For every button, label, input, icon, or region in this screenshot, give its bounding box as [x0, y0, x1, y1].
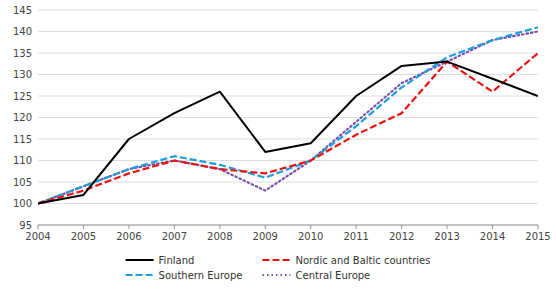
series-line [38, 27, 538, 203]
x-tick [265, 225, 266, 229]
y-tick-label: 95 [19, 220, 32, 231]
x-tick [83, 225, 84, 229]
y-tick-label: 105 [13, 177, 32, 188]
x-tick [401, 225, 402, 229]
y-tick-label: 135 [13, 48, 32, 59]
grid-line [38, 117, 538, 118]
series-line [38, 62, 538, 204]
y-tick-label: 145 [13, 5, 32, 16]
legend-item: Central Europe [263, 270, 371, 281]
x-tick-label: 2015 [525, 231, 550, 242]
legend-swatch [126, 274, 154, 276]
x-tick-label: 2007 [162, 231, 187, 242]
y-tick-label: 140 [13, 26, 32, 37]
y-tick-label: 110 [13, 155, 32, 166]
series-line [38, 53, 538, 204]
x-tick [538, 225, 539, 229]
x-tick [38, 225, 39, 229]
x-tick [492, 225, 493, 229]
legend-item: Finland [126, 255, 195, 266]
chart: 95 100 105 110 115 120 125 130 135 140 145 2004 2005… [0, 0, 556, 289]
x-tick-label: 2012 [389, 231, 414, 242]
lines [38, 27, 538, 203]
x-tick-label: 2014 [480, 231, 505, 242]
legend-label: Central Europe [296, 270, 371, 281]
legend-label: Southern Europe [159, 270, 243, 281]
y-tick-label: 115 [13, 134, 32, 145]
x-tick-label: 2005 [71, 231, 96, 242]
x-tick-label: 2006 [116, 231, 141, 242]
y-tick-label: 100 [13, 198, 32, 209]
x-tick [174, 225, 175, 229]
x-tick-label: 2011 [343, 231, 368, 242]
grid-line [38, 225, 538, 226]
grid-line [38, 160, 538, 161]
grid-line [38, 139, 538, 140]
y-tick-label: 125 [13, 91, 32, 102]
legend-item: Southern Europe [126, 270, 243, 281]
x-tick-label: 2008 [207, 231, 232, 242]
x-tick [356, 225, 357, 229]
legend-label: Finland [159, 255, 195, 266]
grid-line [38, 31, 538, 32]
legend-label: Nordic and Baltic countries [296, 255, 431, 266]
y-tick-label: 120 [13, 112, 32, 123]
legend-swatch [263, 274, 291, 276]
legend-swatch [263, 259, 291, 261]
legend-item: Nordic and Baltic countries [263, 255, 431, 266]
grid-line [38, 182, 538, 183]
legend-swatch [126, 259, 154, 261]
series-line [38, 32, 538, 204]
axes: 95 100 105 110 115 120 125 130 135 140 145 2004 2005… [13, 5, 551, 243]
x-tick-label: 2013 [434, 231, 459, 242]
grid-line [38, 74, 538, 75]
grid-line [38, 96, 538, 97]
x-tick-label: 2010 [298, 231, 323, 242]
grid-line [38, 203, 538, 204]
x-tick [447, 225, 448, 229]
x-axis-line [38, 225, 538, 226]
grid-line [38, 10, 538, 11]
y-tick-label: 130 [13, 69, 32, 80]
legend: Finland Nordic and Baltic countries Southe… [126, 255, 431, 281]
x-tick [128, 225, 129, 229]
x-tick [310, 225, 311, 229]
x-tick [219, 225, 220, 229]
x-tick-label: 2009 [253, 231, 278, 242]
x-tick-label: 2004 [25, 231, 50, 242]
